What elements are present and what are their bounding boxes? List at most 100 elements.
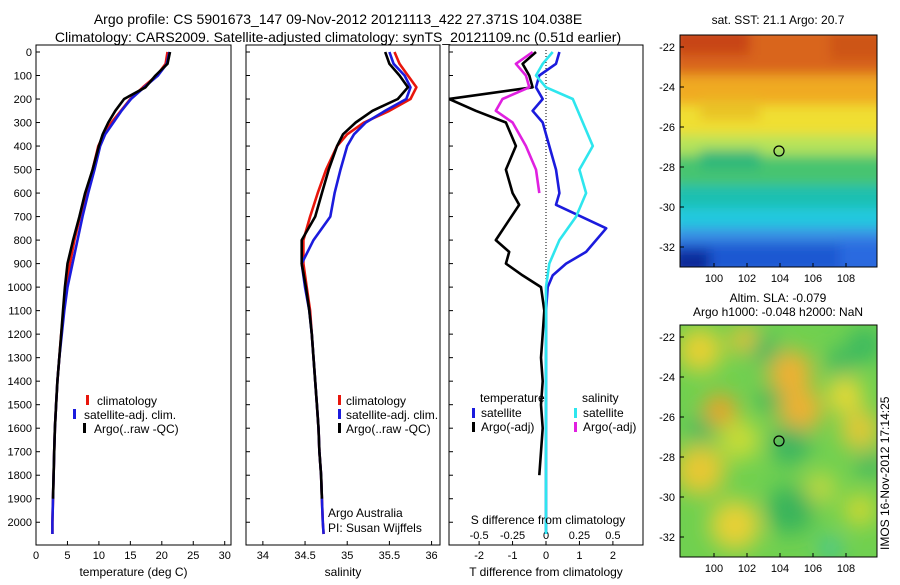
legend-t-satellite: satellite (481, 406, 522, 420)
legend-argo: Argo(..raw -QC) (346, 422, 431, 436)
series-line-argo (51, 51, 172, 499)
s-tick-label: -0.25 (500, 530, 525, 542)
map-lat-label: -28 (659, 452, 675, 464)
map-lon-label: 106 (804, 273, 822, 285)
x-tick-label: 0 (543, 550, 549, 562)
sla-map-title-1: Altim. SLA: -0.079 (730, 291, 827, 305)
map-lon-label: 102 (738, 273, 756, 285)
y-tick-label: 400 (14, 141, 32, 153)
sla-map-title-2: Argo h1000: -0.048 h2000: NaN (693, 305, 863, 319)
legend-t-argo: Argo(-adj) (481, 420, 534, 434)
y-tick-label: 100 (14, 71, 32, 83)
x-tick-label: -1 (508, 550, 518, 562)
plot-frame (35, 44, 232, 546)
s-tick-label: 0.25 (569, 530, 590, 542)
y-tick-label: 2000 (8, 517, 32, 529)
x-tick-label: 34 (257, 550, 269, 562)
series-line-argo (300, 51, 410, 499)
s-tick-label: 0 (543, 530, 549, 542)
x-axis-label: temperature (deg C) (79, 565, 187, 579)
x-tick-label: 0 (33, 550, 39, 562)
map-lat-label: -30 (659, 202, 675, 214)
x-tick-label: 1 (576, 550, 582, 562)
sst-map (680, 35, 877, 267)
x-tick-label: 35.5 (379, 550, 400, 562)
map-lon-label: 100 (705, 563, 723, 575)
plot-frame (245, 44, 441, 546)
s-difference-label: S difference from climatology (471, 513, 626, 527)
series-group (449, 50, 608, 534)
imos-timestamp: IMOS 16-Nov-2012 17:14:25 (878, 396, 892, 550)
difference-legend: temperature salinity satellite Argo(-adj… (472, 391, 636, 434)
y-tick-label: 1400 (8, 376, 32, 388)
sla-map (680, 325, 877, 557)
x-tick-label: -2 (474, 550, 484, 562)
y-tick-label: 1200 (8, 329, 32, 341)
map-lat-label: -26 (659, 412, 675, 424)
difference-profile-panel: -2 -1 0 1 2 T difference from climatology -0.5… (448, 44, 644, 579)
x-tick-label: 10 (93, 550, 105, 562)
map-lon-label: 104 (771, 273, 789, 285)
series-group (51, 51, 172, 534)
y-tick-label: 0 (26, 47, 32, 59)
y-tick-label: 1600 (8, 423, 32, 435)
y-tick-label: 800 (14, 235, 32, 247)
series-line-argo (449, 51, 546, 476)
y-tick-label: 1300 (8, 353, 32, 365)
x-axis-label: salinity (325, 565, 362, 579)
y-tick-label: 500 (14, 165, 32, 177)
y-tick-label: 1700 (8, 447, 32, 459)
x-tick-label: 5 (64, 550, 70, 562)
map-lon-label: 100 (705, 273, 723, 285)
series-line-satellite (300, 51, 412, 535)
y-tick-label: 300 (14, 118, 32, 130)
y-tick-label: 900 (14, 259, 32, 271)
y-tick-label: 1800 (8, 470, 32, 482)
x-tick-label: 20 (156, 550, 168, 562)
salinity-profile-panel: 34 34.5 35 35.5 36 salinity (245, 44, 441, 579)
map-lat-label: -22 (659, 332, 675, 344)
x-tick-label: 15 (124, 550, 136, 562)
map-lon-label: 108 (837, 273, 855, 285)
sst-map-title: sat. SST: 21.1 Argo: 20.7 (712, 13, 845, 27)
y-tick-label: 700 (14, 212, 32, 224)
map-lon-label: 106 (804, 563, 822, 575)
legend-s-argo: Argo(-adj) (583, 420, 636, 434)
legend-satellite-adj: satellite-adj. clim. (84, 408, 176, 422)
map-lat-label: -24 (659, 372, 675, 384)
x-tick-label: 35 (341, 550, 353, 562)
argo-australia-label: Argo Australia (328, 506, 403, 520)
y-tick-label: 1100 (8, 306, 32, 318)
figure-title-line1: Argo profile: CS 5901673_147 09-Nov-2012… (94, 11, 582, 27)
y-tick-label: 600 (14, 188, 32, 200)
series-line-sat_salinity (534, 51, 595, 534)
map-lat-label: -22 (659, 42, 675, 54)
series-line-argo_salinity (494, 50, 541, 194)
legend-climatology: climatology (346, 394, 406, 408)
x-tick-label: 30 (219, 550, 231, 562)
map-lat-label: -26 (659, 122, 675, 134)
temperature-legend: climatology satellite-adj. clim. Argo(..… (73, 394, 179, 436)
figure-title-line2: Climatology: CARS2009. Satellite-adjuste… (55, 29, 621, 45)
map-lat-label: -30 (659, 492, 675, 504)
legend-temperature-title: temperature (480, 391, 545, 405)
series-line-climatology (51, 51, 169, 534)
series-line-satellite (51, 51, 171, 534)
s-tick-label: 0.5 (605, 530, 620, 542)
x-tick-label: 34.5 (294, 550, 315, 562)
x-tick-label: 2 (610, 550, 616, 562)
x-axis-label: T difference from climatology (469, 565, 623, 579)
legend-climatology: climatology (97, 394, 157, 408)
y-tick-label: 1500 (8, 400, 32, 412)
y-tick-label: 1000 (8, 282, 32, 294)
salinity-legend: climatology satellite-adj. clim. Argo(..… (338, 394, 438, 436)
y-tick-label: 200 (14, 94, 32, 106)
legend-argo: Argo(..raw -QC) (94, 422, 179, 436)
map-lat-label: -32 (659, 532, 675, 544)
map-lon-label: 104 (771, 563, 789, 575)
map-lon-label: 108 (837, 563, 855, 575)
legend-s-satellite: satellite (583, 406, 624, 420)
s-tick-label: -0.5 (470, 530, 489, 542)
legend-salinity-title: salinity (582, 391, 619, 405)
x-tick-label: 25 (187, 550, 199, 562)
